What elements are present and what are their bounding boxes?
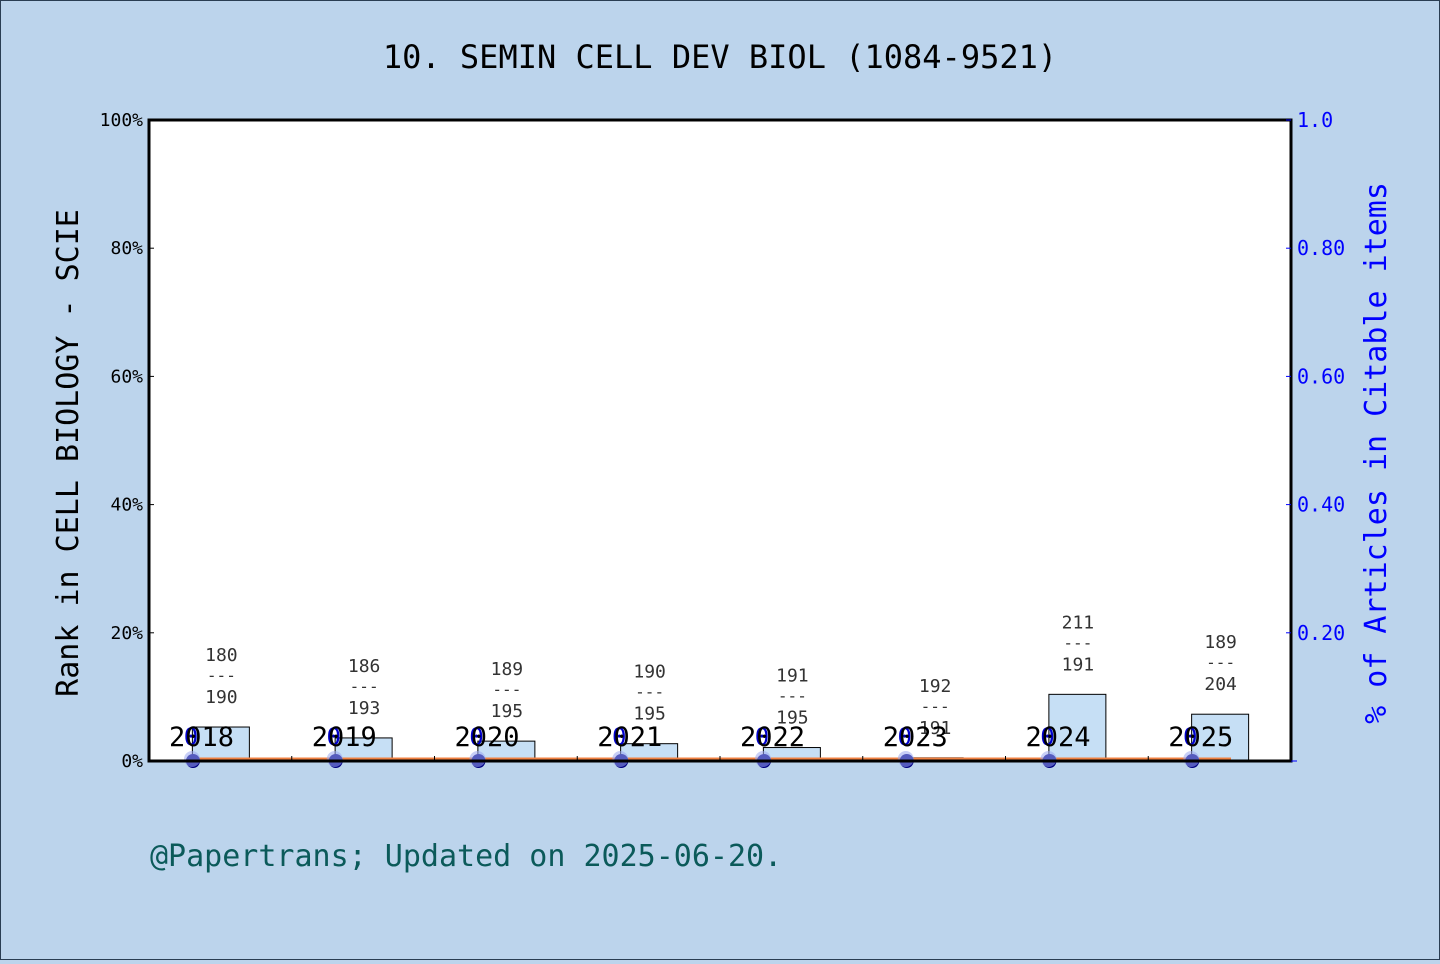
x-tick-2024: 2024 bbox=[1026, 722, 1091, 753]
percent-marker-halo bbox=[326, 751, 343, 767]
percent-label-2019: 0 bbox=[327, 723, 341, 751]
total-label-2024: 191 bbox=[1062, 654, 1095, 675]
right-tick-label: 0.20 bbox=[1297, 621, 1345, 645]
y-axis-label-right: % of Articles in Citable items bbox=[1359, 182, 1394, 724]
percent-marker-halo bbox=[612, 751, 629, 767]
total-label-2018: 190 bbox=[205, 687, 238, 708]
total-label-2021: 195 bbox=[633, 704, 666, 725]
left-tick-label: 100% bbox=[100, 110, 144, 131]
left-tick-label: 80% bbox=[110, 238, 143, 259]
percent-label-2024: 0 bbox=[1040, 723, 1054, 751]
x-tick-2025: 2025 bbox=[1168, 722, 1233, 753]
total-label-2019: 193 bbox=[348, 698, 381, 719]
left-tick-label: 60% bbox=[110, 366, 143, 387]
left-tick-label: 0% bbox=[121, 751, 143, 772]
x-tick-2018: 2018 bbox=[169, 722, 234, 753]
x-tick-2019: 2019 bbox=[312, 722, 377, 753]
rank-separator-2024: --- bbox=[1063, 633, 1092, 652]
rank-label-2019: 186 bbox=[348, 656, 381, 677]
rank-label-2022: 191 bbox=[776, 666, 809, 687]
bar-2025 bbox=[1191, 713, 1250, 762]
rank-separator-2019: --- bbox=[350, 677, 379, 696]
total-label-2022: 195 bbox=[776, 708, 809, 729]
rank-separator-2018: --- bbox=[207, 666, 236, 685]
rank-label-2018: 180 bbox=[205, 645, 238, 666]
left-tick-label: 40% bbox=[110, 495, 143, 516]
rank-separator-2023: --- bbox=[921, 697, 950, 716]
footer-credit: @Papertrans; Updated on 2025-06-20. bbox=[150, 839, 782, 874]
rank-separator-2025: --- bbox=[1206, 653, 1235, 672]
percent-label-2023: 0 bbox=[898, 723, 912, 751]
left-tick-label: 20% bbox=[110, 623, 143, 644]
x-axis-ticks: 2018 2019 2020 2021 2022 2023 2024 2025 bbox=[169, 722, 1292, 761]
bar-2024 bbox=[1048, 693, 1107, 762]
percent-marker-halo bbox=[184, 751, 200, 767]
rank-separator-2020: --- bbox=[492, 680, 521, 699]
bar-2018 bbox=[191, 726, 250, 762]
total-label-2020: 195 bbox=[491, 701, 524, 722]
rank-separator-2021: --- bbox=[635, 683, 664, 702]
total-label-2023: 191 bbox=[919, 718, 952, 739]
x-tick-2023: 2023 bbox=[883, 722, 948, 753]
rank-label-2021: 190 bbox=[633, 662, 666, 683]
x-tick-2022: 2022 bbox=[740, 722, 805, 753]
percent-label-2021: 0 bbox=[612, 723, 626, 751]
left-axis-ticks: 0% 20% 40% 60% 80% 100% bbox=[100, 110, 154, 772]
labels-layer: 180---190186---193189---195190---195191-… bbox=[184, 612, 1237, 751]
right-axis-ticks: 0.20 0.40 0.60 0.80 1.0 bbox=[1286, 108, 1345, 762]
total-label-2025: 204 bbox=[1204, 674, 1237, 695]
percent-marker-halo bbox=[755, 751, 771, 767]
percent-marker-halo bbox=[469, 751, 486, 767]
percent-label-2018: 0 bbox=[184, 723, 198, 751]
percent-label-2025: 0 bbox=[1183, 723, 1197, 751]
rank-label-2020: 189 bbox=[491, 659, 524, 680]
percent-label-2020: 0 bbox=[469, 723, 483, 751]
x-tick-2020: 2020 bbox=[455, 722, 520, 753]
rank-label-2024: 211 bbox=[1062, 612, 1095, 633]
rank-label-2025: 189 bbox=[1204, 632, 1237, 653]
rank-label-2023: 192 bbox=[919, 676, 952, 697]
plot-area bbox=[149, 120, 1291, 761]
percent-label-2022: 0 bbox=[755, 723, 769, 751]
rank-separator-2022: --- bbox=[778, 687, 807, 706]
x-tick-2021: 2021 bbox=[597, 722, 662, 753]
percent-marker-halo bbox=[1040, 751, 1057, 767]
chart-title: 10. SEMIN CELL DEV BIOL (1084-9521) bbox=[383, 38, 1057, 76]
right-tick-label: 0.60 bbox=[1297, 364, 1345, 388]
percent-marker-halo bbox=[1183, 751, 1200, 767]
right-tick-label: 1.0 bbox=[1297, 108, 1333, 132]
right-tick-label: 0.80 bbox=[1297, 236, 1345, 260]
right-tick-label: 0.40 bbox=[1297, 493, 1345, 517]
percent-marker-halo bbox=[897, 751, 914, 767]
y-axis-label-left: Rank in CELL BIOLOGY - SCIE bbox=[51, 209, 86, 697]
